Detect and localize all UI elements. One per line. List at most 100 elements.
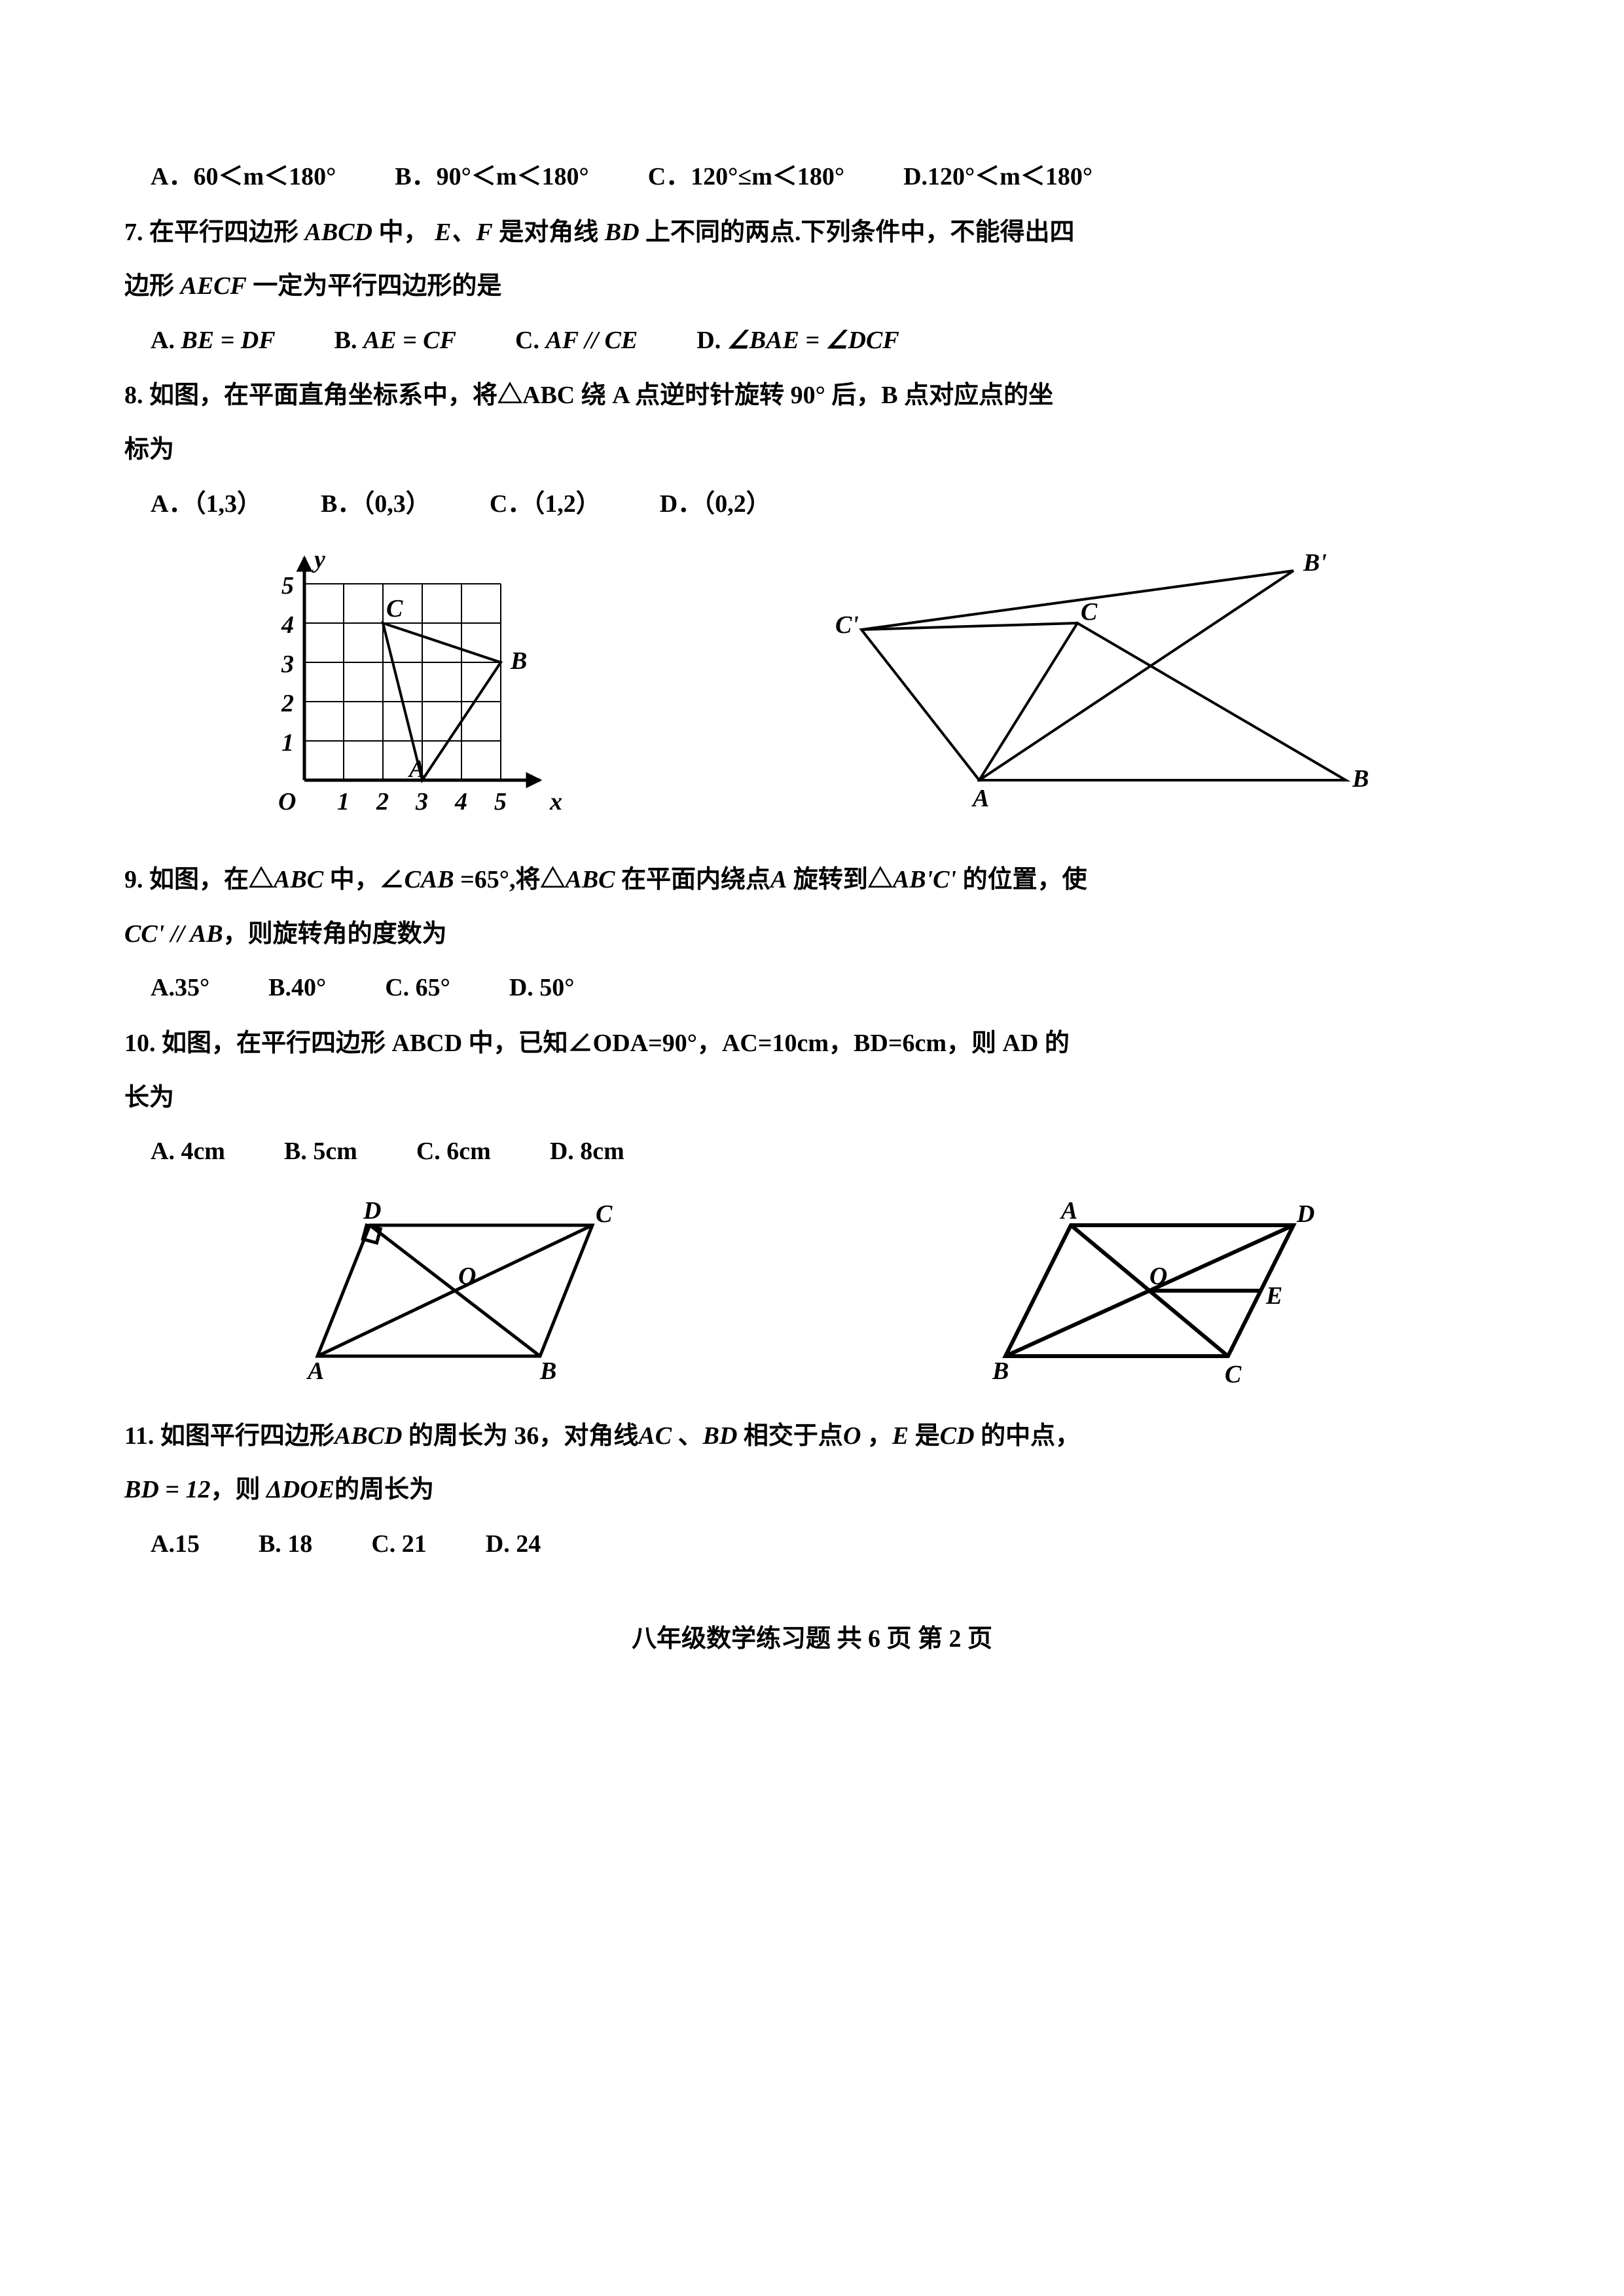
q9-t6: 的位置，使 [963, 866, 1087, 893]
q9-opt-b: B.40° [268, 967, 326, 1009]
q6-opt-d: D.120°＜m＜180° [903, 156, 1092, 198]
q8-stem-1: 8. 如图，在平面直角坐标系中，将△ABC 绕 A 点逆时针旋转 90° 后，B… [124, 374, 1500, 417]
origin-label: O [278, 788, 296, 816]
ytick-3: 3 [281, 651, 294, 678]
q9-t2: 中，∠ [330, 866, 405, 893]
page-footer: 八年级数学练习题 共 6 页 第 2 页 [124, 1618, 1500, 1660]
pt-d: D [1296, 1200, 1314, 1228]
q8-opt-b: B．（0,3） [321, 483, 431, 526]
q11-t2: 的周长为 36，对角线 [408, 1422, 639, 1450]
point-b: B [510, 647, 527, 675]
q11-opt-b: B. 18 [259, 1523, 312, 1566]
q11-t4: 相交于点 [744, 1422, 843, 1450]
q11-t7: 的中点， [981, 1422, 1080, 1450]
xtick-1: 1 [337, 788, 350, 816]
pt-b: B [1352, 765, 1369, 793]
q6-opt-a: A．60＜m＜180° [151, 156, 336, 198]
q7-opt-d-txt: ∠BAE = ∠DCF [727, 327, 899, 354]
ytick-1: 1 [281, 729, 294, 757]
q11-cd: CD [940, 1422, 975, 1450]
ytick-2: 2 [281, 690, 294, 717]
q6-opt-b: B．90°＜m＜180° [395, 156, 588, 198]
q10-figures: D C A B O A D B C O E [124, 1193, 1500, 1389]
pt-d: D [363, 1197, 381, 1225]
q6-options: A．60＜m＜180° B．90°＜m＜180° C．120°≤m＜180° D… [151, 156, 1500, 198]
pt-c: C [596, 1200, 613, 1228]
q11-t1: 11. 如图平行四边形 [124, 1422, 334, 1450]
q7-t6: 一定为平行四边形的是 [253, 272, 501, 300]
q11-options: A.15 B. 18 C. 21 D. 24 [151, 1523, 1500, 1566]
q6-opt-c: C．120°≤m＜180° [648, 156, 844, 198]
q7-opt-c-txt: AF // CE [545, 327, 638, 354]
q9-t4: 在平面内绕点 [621, 866, 770, 893]
q9-t5: 旋转到△ [793, 866, 893, 893]
q9-options: A.35° B.40° C. 65° D. 50° [151, 967, 1500, 1009]
q9-t1: 9. 如图，在△ [124, 866, 274, 893]
q7-aecf: AECF [181, 272, 247, 300]
q7-opt-c-lbl: C. [515, 327, 539, 354]
pt-a: A [306, 1357, 324, 1385]
q11-e: E [892, 1422, 909, 1450]
pt-b: B [539, 1357, 556, 1385]
q9-stem: 9. 如图，在△ABC 中，∠CAB =65°,将△ABC 在平面内绕点A 旋转… [124, 859, 1500, 901]
q7-t3: 是对角线 [499, 219, 598, 246]
q7-opt-a-txt: BE = DF [181, 327, 275, 354]
q7-ef: E、F [435, 219, 493, 246]
pt-bp: B' [1303, 549, 1327, 577]
q7-t5: 边形 [124, 272, 174, 300]
q7-t4: 上不同的两点.下列条件中，不能得出四 [645, 219, 1075, 246]
q7-abcd: ABCD [305, 219, 372, 246]
q10-stem-1: 10. 如图，在平行四边形 ABCD 中，已知∠ODA=90°，AC=10cm，… [124, 1022, 1500, 1065]
q8-grid-figure: 5 4 3 2 1 O 1 2 3 4 5 x y A B C [239, 545, 579, 833]
q11-t5: ， [867, 1422, 892, 1450]
q8-stem-2: 标为 [124, 429, 1500, 471]
pt-a: A [1060, 1197, 1077, 1225]
q7-stem: 7. 在平行四边形 ABCD 中， E、F 是对角线 BD 上不同的两点.下列条… [124, 211, 1500, 254]
q11-t8: ，则 [210, 1476, 260, 1503]
q8-opt-a: A．（1,3） [151, 483, 262, 526]
q8-options: A．（1,3） B．（0,3） C．（1,2） D．（0,2） [151, 483, 1500, 526]
q10-stem-2: 长为 [124, 1077, 1500, 1119]
q7-t1: 7. 在平行四边形 [124, 219, 298, 246]
q7-bd: BD [605, 219, 640, 246]
q11-stem: 11. 如图平行四边形ABCD 的周长为 36，对角线AC 、BD 相交于点O … [124, 1415, 1500, 1458]
y-axis-label: y [312, 546, 325, 573]
q11-opt-d: D. 24 [486, 1523, 541, 1566]
q11-ac: AC [638, 1422, 672, 1450]
q7-opt-b: B. AE = CF [334, 319, 456, 362]
q11-stem-2: BD = 12，则 ΔDOE的周长为 [124, 1469, 1500, 1511]
q7-opt-b-lbl: B. [334, 327, 357, 354]
q7-options: A. BE = DF B. AE = CF C. AF // CE D. ∠BA… [151, 319, 1500, 362]
pt-cp: C' [835, 611, 859, 639]
q10-options: A. 4cm B. 5cm C. 6cm D. 8cm [151, 1130, 1500, 1173]
q9-rotation-figure: A B B' C C' [809, 545, 1385, 819]
q7-opt-a-lbl: A. [151, 327, 175, 354]
q9-a: A [770, 866, 787, 893]
q10-opt-b: B. 5cm [284, 1130, 357, 1173]
q11-bd12: BD = 12 [124, 1476, 210, 1503]
q10-opt-a: A. 4cm [151, 1130, 225, 1173]
pt-o: O [458, 1263, 476, 1290]
q9-abc: ABC [274, 866, 323, 893]
q7-opt-d-lbl: D. [696, 327, 721, 354]
pt-o: O [1149, 1263, 1167, 1290]
q9-t7: ，则旋转角的度数为 [223, 920, 447, 948]
q10-opt-c: C. 6cm [416, 1130, 491, 1173]
q9-abc2: ABC [565, 866, 615, 893]
q11-abcd: ABCD [334, 1422, 402, 1450]
point-a: A [408, 755, 425, 783]
q9-stem-2: CC' // AB，则旋转角的度数为 [124, 913, 1500, 956]
q11-o: O [843, 1422, 861, 1450]
q9-opt-a: A.35° [151, 967, 209, 1009]
xtick-5: 5 [494, 788, 507, 816]
xtick-2: 2 [376, 788, 389, 816]
pt-e: E [1265, 1282, 1282, 1310]
q7-opt-d: D. ∠BAE = ∠DCF [696, 319, 899, 362]
q11-bd: BD [703, 1422, 738, 1450]
q11-t9: 的周长为 [334, 1476, 434, 1503]
pt-a: A [971, 785, 989, 812]
q8-opt-c: C．（1,2） [490, 483, 601, 526]
q9-abpcp: AB'C' [893, 866, 956, 893]
q10-parallelogram-b: A D B C O E [979, 1193, 1333, 1389]
q7-opt-b-txt: AE = CF [363, 327, 456, 354]
